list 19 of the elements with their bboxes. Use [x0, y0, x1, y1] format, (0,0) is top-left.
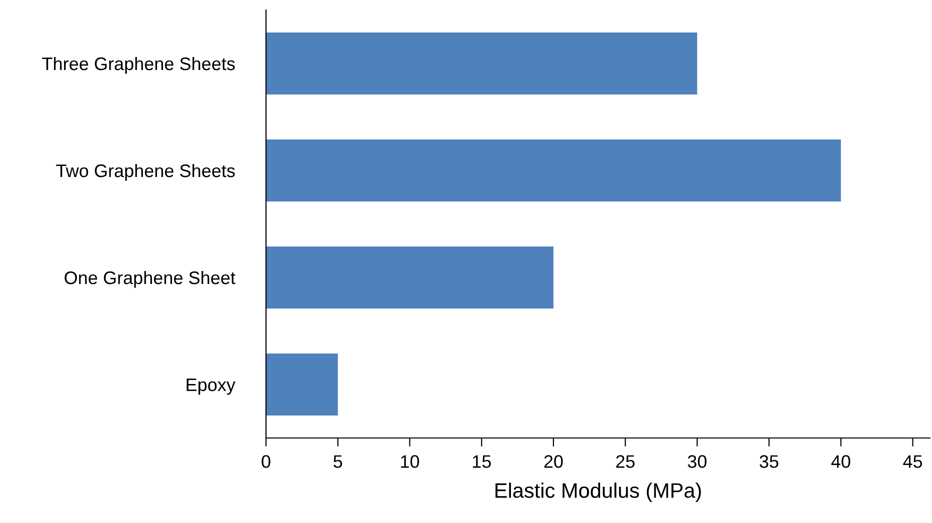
x-tick-label: 10 [401, 455, 420, 468]
y-tick-label: One Graphene Sheet [64, 270, 236, 288]
x-tick-label: 40 [831, 455, 850, 468]
x-tick-label: 5 [334, 455, 342, 468]
x-tick-label: 25 [616, 455, 635, 468]
y-tick-label: Epoxy [186, 378, 236, 395]
bar [266, 32, 698, 95]
x-tick-label: 0 [262, 455, 270, 468]
y-tick-label: Three Graphene Sheets [42, 56, 235, 74]
x-tick-label: 35 [760, 455, 778, 468]
x-tick-label: 30 [688, 455, 707, 468]
x-tick-label: 20 [544, 455, 563, 468]
bar [266, 139, 841, 202]
x-tick-label: 45 [903, 455, 922, 468]
bar [266, 246, 554, 309]
x-axis-title: Elastic Modulus (MPa) [496, 482, 701, 502]
bar [266, 353, 338, 416]
x-tick-label: 15 [472, 455, 491, 468]
y-tick-label: Two Graphene Sheets [56, 164, 235, 181]
